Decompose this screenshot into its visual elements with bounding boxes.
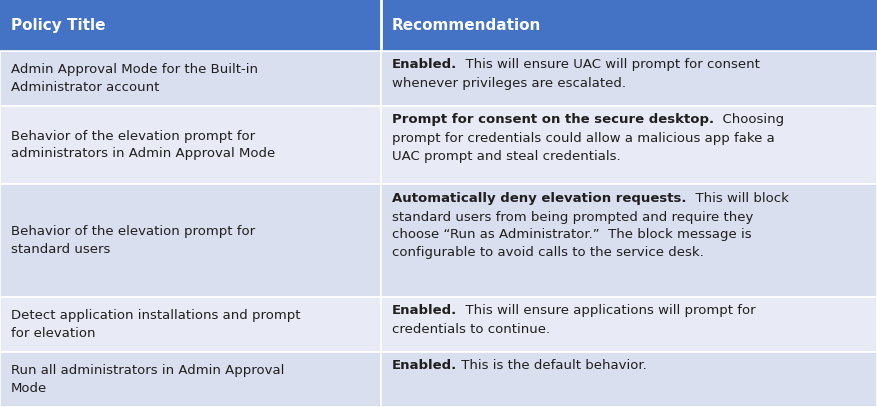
Bar	[0, 352, 381, 407]
Bar	[381, 352, 877, 407]
Bar	[0, 51, 381, 106]
Text: credentials to continue.: credentials to continue.	[392, 324, 550, 337]
Bar	[0, 106, 381, 184]
Text: prompt for credentials could allow a malicious app fake a
UAC prompt and steal c: prompt for credentials could allow a mal…	[392, 132, 774, 163]
Text: Behavior of the elevation prompt for
administrators in Admin Approval Mode: Behavior of the elevation prompt for adm…	[11, 130, 275, 160]
Text: whenever privileges are escalated.: whenever privileges are escalated.	[392, 77, 626, 90]
Text: Behavior of the elevation prompt for
standard users: Behavior of the elevation prompt for sta…	[11, 225, 254, 256]
Bar	[381, 184, 877, 297]
Text: Run all administrators in Admin Approval
Mode: Run all administrators in Admin Approval…	[11, 364, 284, 395]
Bar	[381, 297, 877, 352]
Text: Automatically deny elevation requests.: Automatically deny elevation requests.	[392, 192, 687, 205]
Text: standard users from being prompted and require they
choose “Run as Administrator: standard users from being prompted and r…	[392, 211, 753, 259]
Text: Enabled.: Enabled.	[392, 58, 457, 71]
Text: This will ensure UAC will prompt for consent: This will ensure UAC will prompt for con…	[457, 58, 760, 71]
Bar	[381, 51, 877, 106]
Text: This will block: This will block	[687, 192, 788, 205]
Text: This is the default behavior.: This is the default behavior.	[457, 359, 647, 372]
Bar	[0, 0, 877, 51]
Text: Enabled.: Enabled.	[392, 304, 457, 317]
Text: Recommendation: Recommendation	[392, 18, 541, 33]
Text: Admin Approval Mode for the Built-in
Administrator account: Admin Approval Mode for the Built-in Adm…	[11, 63, 258, 94]
Bar	[0, 297, 381, 352]
Text: Enabled.: Enabled.	[392, 359, 457, 372]
Bar	[0, 184, 381, 297]
Text: Detect application installations and prompt
for elevation: Detect application installations and pro…	[11, 309, 300, 340]
Bar	[381, 106, 877, 184]
Text: This will ensure applications will prompt for: This will ensure applications will promp…	[457, 304, 756, 317]
Text: Prompt for consent on the secure desktop.: Prompt for consent on the secure desktop…	[392, 113, 714, 126]
Text: Policy Title: Policy Title	[11, 18, 105, 33]
Text: Choosing: Choosing	[714, 113, 784, 126]
